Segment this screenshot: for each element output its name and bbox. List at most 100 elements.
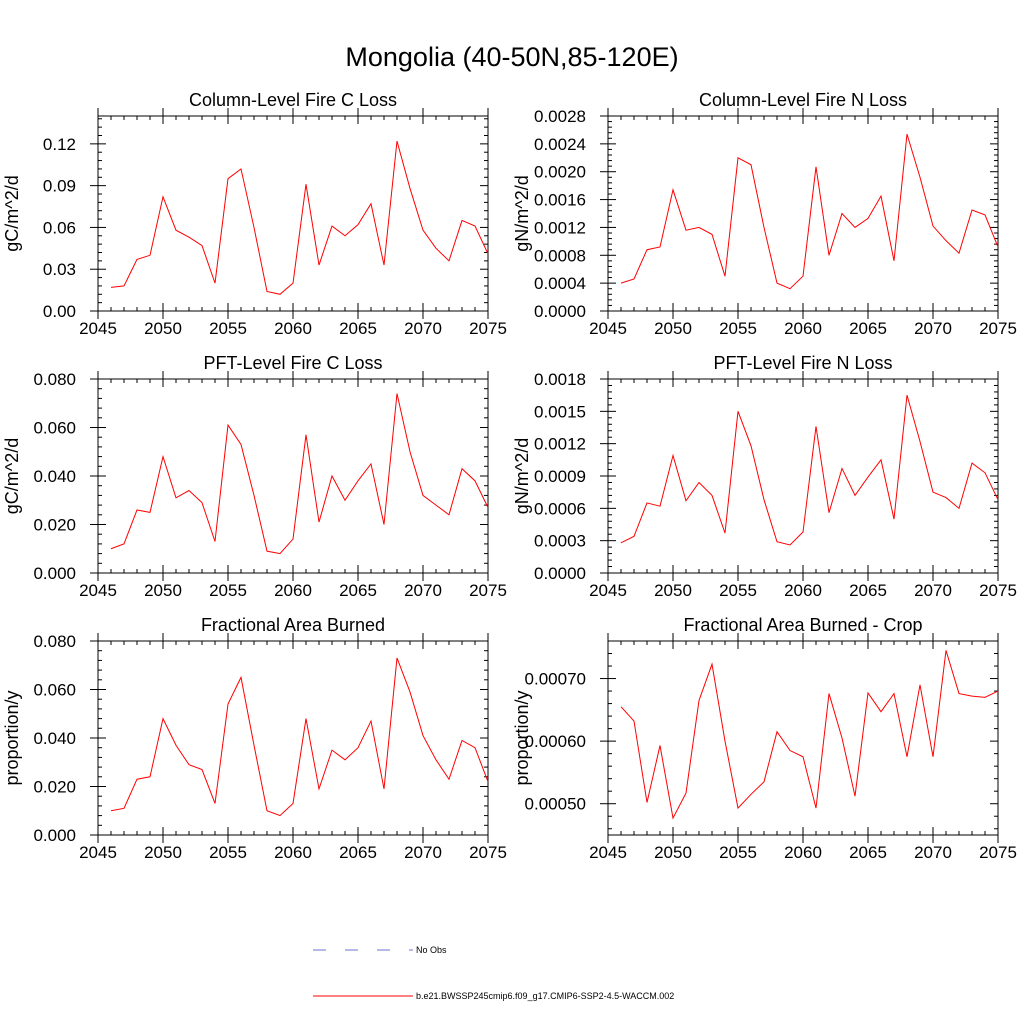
x-tick-label: 2055 (209, 581, 247, 600)
series-line-1 (620, 650, 999, 820)
x-tick-label: 2075 (979, 843, 1017, 862)
y-tick-label: 0.0020 (534, 163, 586, 182)
y-tick-label: 0.00060 (525, 732, 586, 751)
y-tick-label: 0.0004 (534, 274, 586, 293)
y-tick-label: 0.0008 (534, 246, 586, 265)
x-tick-label: 2060 (784, 319, 822, 338)
y-axis-label: gN/m^2/d (512, 438, 532, 514)
panel-4: 2045 2050 2055 2060 2065 2070 2075 0.0000 0.0003… (512, 353, 1017, 600)
y-axis-label: gC/m^2/d (2, 175, 22, 251)
x-tick-label: 2075 (979, 581, 1017, 600)
series-line-1 (110, 140, 489, 295)
y-axis-label: gC/m^2/d (2, 438, 22, 514)
y-tick-label: 0.0000 (534, 302, 586, 321)
legend-label-model: b.e21.BWSSP245cmip6.f09_g17.CMIP6-SSP2-4… (416, 991, 674, 1001)
plot-frame (97, 640, 489, 836)
series-line-1 (110, 657, 489, 817)
y-tick-label: 0.0000 (534, 564, 586, 583)
x-tick-label: 2045 (79, 843, 117, 862)
panel-6: 2045 2050 2055 2060 2065 2070 2075 0.00050 0.000… (512, 615, 1017, 862)
x-tick-label: 2045 (79, 581, 117, 600)
x-tick-label: 2075 (469, 843, 507, 862)
x-tick-label: 2075 (469, 319, 507, 338)
x-tick-label: 2065 (339, 319, 377, 338)
panel-1: 2045 2050 2055 2060 2065 2070 2075 0.00 0.03 0.06… (2, 90, 507, 338)
x-tick-label: 2070 (914, 843, 952, 862)
x-tick-label: 2070 (914, 581, 952, 600)
plot-frame (607, 378, 999, 574)
x-tick-label: 2065 (339, 581, 377, 600)
y-tick-label: 0.0003 (534, 532, 586, 551)
y-tick-label: 0.0028 (534, 107, 586, 126)
y-tick-label: 0.0018 (534, 370, 586, 389)
x-tick-label: 2070 (404, 319, 442, 338)
y-tick-label: 0.12 (43, 135, 76, 154)
chart-panels: 2045 2050 2055 2060 2065 2070 2075 0.00 0.03 0.06… (2, 90, 1017, 862)
y-tick-label: 0.040 (33, 467, 76, 486)
x-tick-label: 2050 (144, 319, 182, 338)
x-tick-label: 2065 (339, 843, 377, 862)
y-axis-label: proportion/y (512, 690, 532, 785)
x-tick-label: 2065 (849, 581, 887, 600)
y-tick-label: 0.0009 (534, 467, 586, 486)
x-tick-label: 2045 (589, 319, 627, 338)
y-tick-label: 0.0015 (534, 402, 586, 421)
x-tick-label: 2065 (849, 319, 887, 338)
panel-title: Fractional Area Burned - Crop (683, 615, 922, 635)
x-tick-label: 2055 (719, 581, 757, 600)
y-tick-label: 0.020 (33, 516, 76, 535)
x-tick-label: 2055 (719, 843, 757, 862)
series-line-1 (620, 133, 999, 290)
y-tick-label: 0.0012 (534, 435, 586, 454)
x-tick-label: 2060 (274, 581, 312, 600)
panel-2: 2045 2050 2055 2060 2065 2070 2075 0.0000 0.0004… (512, 90, 1017, 338)
plot-frame (607, 115, 999, 312)
plot-frame (607, 640, 999, 836)
x-tick-label: 2060 (274, 843, 312, 862)
y-tick-label: 0.060 (33, 681, 76, 700)
y-tick-label: 0.0024 (534, 135, 586, 154)
x-tick-label: 2055 (209, 843, 247, 862)
series-line-1 (110, 393, 489, 555)
figure-title: Mongolia (40-50N,85-120E) (345, 42, 678, 72)
x-tick-label: 2045 (79, 319, 117, 338)
x-tick-label: 2055 (209, 319, 247, 338)
x-tick-label: 2075 (469, 581, 507, 600)
x-tick-label: 2050 (144, 581, 182, 600)
x-tick-label: 2070 (404, 581, 442, 600)
series-line-1 (620, 395, 999, 546)
panel-title: PFT-Level Fire C Loss (203, 353, 382, 373)
x-tick-label: 2050 (654, 581, 692, 600)
x-tick-label: 2060 (274, 319, 312, 338)
x-tick-label: 2075 (979, 319, 1017, 338)
y-tick-label: 0.060 (33, 419, 76, 438)
y-axis-label: gN/m^2/d (512, 175, 532, 251)
y-tick-label: 0.09 (43, 177, 76, 196)
y-tick-label: 0.06 (43, 218, 76, 237)
x-tick-label: 2050 (654, 843, 692, 862)
panel-5: 2045 2050 2055 2060 2065 2070 2075 0.000 0.020 0.… (2, 615, 507, 862)
x-tick-label: 2060 (784, 581, 822, 600)
x-tick-label: 2050 (654, 319, 692, 338)
panel-title: Fractional Area Burned (201, 615, 385, 635)
y-tick-label: 0.000 (33, 826, 76, 845)
panel-title: PFT-Level Fire N Loss (713, 353, 892, 373)
y-tick-label: 0.00050 (525, 795, 586, 814)
x-tick-label: 2070 (404, 843, 442, 862)
panel-3: 2045 2050 2055 2060 2065 2070 2075 0.000 0.020 0.… (2, 353, 507, 600)
legend: No Obs b.e21.BWSSP245cmip6.f09_g17.CMIP6… (313, 945, 674, 1001)
y-tick-label: 0.00070 (525, 670, 586, 689)
x-tick-label: 2060 (784, 843, 822, 862)
y-tick-label: 0.080 (33, 370, 76, 389)
y-tick-label: 0.0006 (534, 499, 586, 518)
panel-title: Column-Level Fire N Loss (699, 90, 907, 110)
x-tick-label: 2045 (589, 843, 627, 862)
y-axis-label: proportion/y (2, 690, 22, 785)
y-tick-label: 0.00 (43, 302, 76, 321)
y-tick-label: 0.03 (43, 260, 76, 279)
x-tick-label: 2045 (589, 581, 627, 600)
y-tick-label: 0.0016 (534, 191, 586, 210)
y-tick-label: 0.020 (33, 778, 76, 797)
y-tick-label: 0.000 (33, 564, 76, 583)
